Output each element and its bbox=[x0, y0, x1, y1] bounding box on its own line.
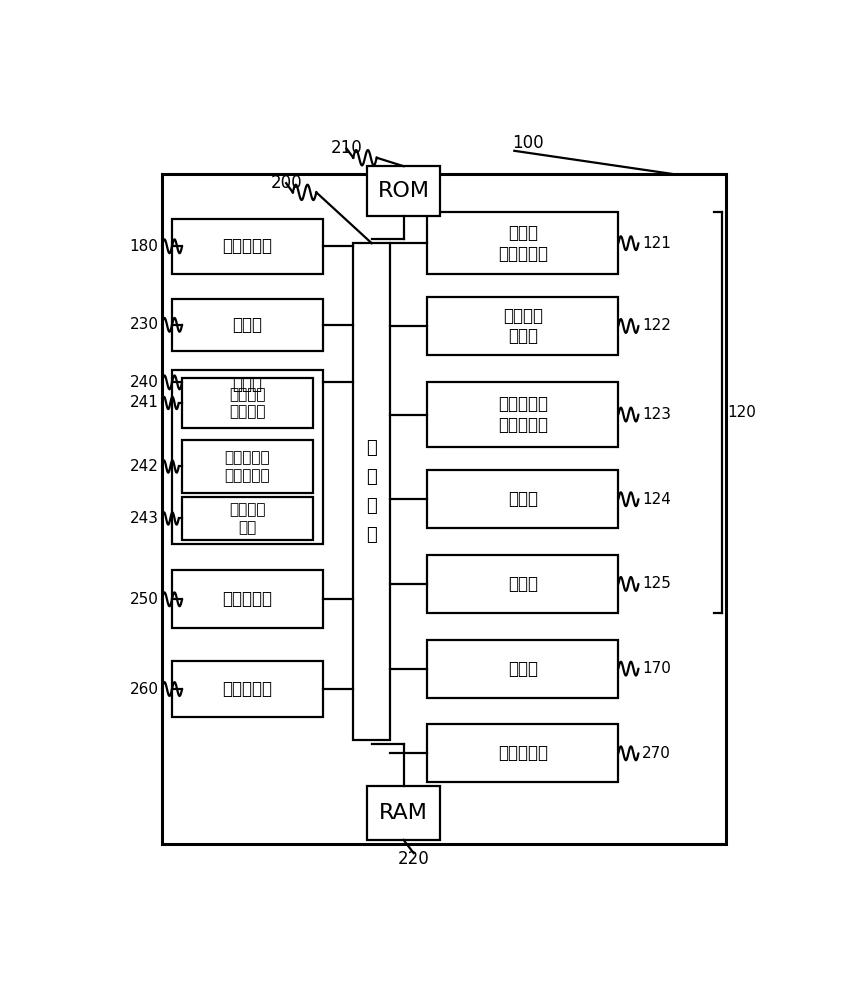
Text: 125: 125 bbox=[642, 576, 670, 591]
Bar bbox=[427, 297, 618, 355]
Bar bbox=[172, 299, 323, 351]
Text: 124: 124 bbox=[642, 492, 670, 507]
Bar bbox=[427, 724, 618, 782]
Text: 260: 260 bbox=[130, 682, 158, 697]
Text: 纸币送出部: 纸币送出部 bbox=[223, 590, 273, 608]
Text: 241: 241 bbox=[130, 395, 158, 410]
Text: 扫描仪: 扫描仪 bbox=[507, 490, 538, 508]
Text: 通信部: 通信部 bbox=[232, 316, 262, 334]
Bar bbox=[427, 212, 618, 274]
Bar bbox=[366, 786, 441, 840]
Text: 缺损券纸币
检测传感器: 缺损券纸币 检测传感器 bbox=[498, 395, 547, 434]
Bar bbox=[366, 166, 441, 216]
Bar bbox=[427, 382, 618, 447]
Text: 分配门: 分配门 bbox=[507, 660, 538, 678]
Bar bbox=[427, 470, 618, 528]
Bar bbox=[353, 243, 390, 740]
Text: 210: 210 bbox=[331, 139, 362, 157]
Bar bbox=[162, 174, 726, 844]
Text: 真伪判定
基准信息: 真伪判定 基准信息 bbox=[229, 387, 266, 419]
Bar bbox=[182, 497, 313, 540]
Text: 230: 230 bbox=[130, 317, 158, 332]
Text: RAM: RAM bbox=[379, 803, 428, 823]
Bar bbox=[172, 661, 323, 717]
Text: 122: 122 bbox=[642, 318, 670, 333]
Text: 170: 170 bbox=[642, 661, 670, 676]
Text: 270: 270 bbox=[642, 746, 670, 761]
Bar bbox=[427, 640, 618, 698]
Text: 200: 200 bbox=[270, 174, 302, 192]
Text: 冠字号
读取传感器: 冠字号 读取传感器 bbox=[498, 224, 547, 263]
Text: ROM: ROM bbox=[378, 181, 430, 201]
Text: 240: 240 bbox=[130, 375, 158, 390]
Text: 250: 250 bbox=[130, 592, 158, 607]
Text: 张数检测
传感器: 张数检测 传感器 bbox=[502, 307, 543, 345]
Text: 主
控
制
部: 主 控 制 部 bbox=[366, 439, 377, 544]
Text: 123: 123 bbox=[642, 407, 671, 422]
Text: 242: 242 bbox=[130, 459, 158, 474]
Text: 121: 121 bbox=[642, 236, 670, 251]
Bar bbox=[427, 555, 618, 613]
Text: 100: 100 bbox=[512, 134, 544, 152]
Text: 220: 220 bbox=[397, 850, 430, 868]
Text: 纸币图像
信息: 纸币图像 信息 bbox=[229, 502, 266, 535]
Text: 扫描仪: 扫描仪 bbox=[507, 575, 538, 593]
Text: 243: 243 bbox=[130, 511, 158, 526]
Text: 120: 120 bbox=[727, 405, 757, 420]
Text: 取出传感器: 取出传感器 bbox=[498, 744, 547, 762]
Text: 180: 180 bbox=[130, 239, 158, 254]
Text: 完好缺损分
离基准信息: 完好缺损分 离基准信息 bbox=[224, 450, 270, 483]
Bar bbox=[172, 219, 323, 274]
Text: 保存部: 保存部 bbox=[232, 375, 262, 393]
Bar bbox=[172, 570, 323, 628]
Bar bbox=[172, 370, 323, 544]
Text: 纸币输送部: 纸币输送部 bbox=[223, 680, 273, 698]
Bar bbox=[182, 378, 313, 428]
Text: 显示操作部: 显示操作部 bbox=[223, 237, 273, 255]
Bar bbox=[182, 440, 313, 493]
